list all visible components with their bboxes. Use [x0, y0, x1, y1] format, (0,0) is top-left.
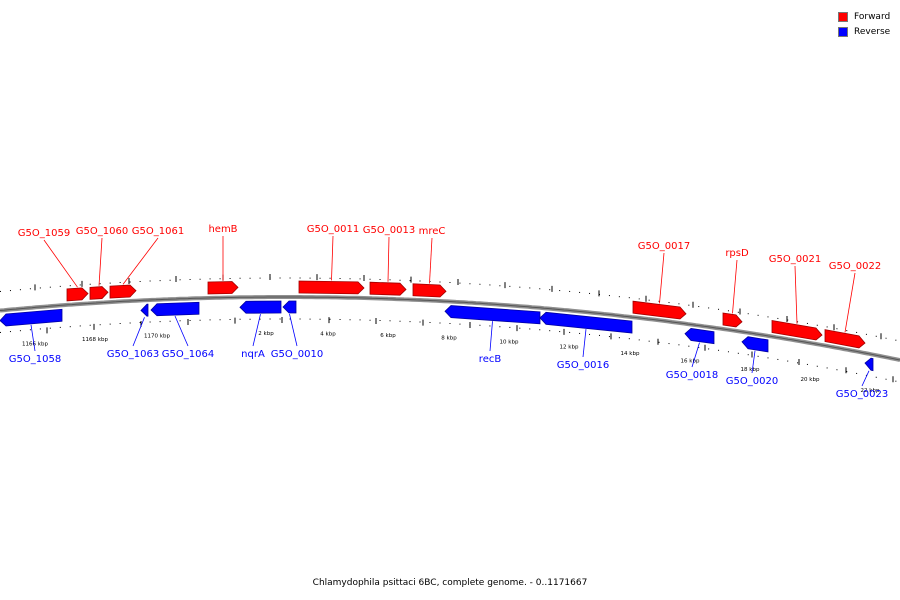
gene-label-g5o_1058: G5O_1058: [9, 354, 61, 365]
gene-arrow-g5o_1061: [109, 284, 137, 299]
scale-label: 8 kbp: [441, 336, 457, 342]
gene-connector: [98, 237, 103, 286]
gene-label-g5o_0023: G5O_0023: [836, 389, 888, 400]
scale-label: 2 kbp: [258, 331, 274, 337]
scale-label: 4 kbp: [320, 331, 336, 337]
lower-guide-line: [0, 318, 900, 383]
scale-label: 1170 kbp: [144, 334, 170, 340]
gene-connector: [122, 237, 159, 285]
gene-label-mrec: mreC: [419, 226, 446, 237]
legend-swatch-reverse: [838, 26, 848, 37]
scale-label: 10 kbp: [500, 339, 519, 345]
gene-arrow-g5o_0022: [824, 329, 866, 349]
legend-item-forward: Forward: [838, 9, 890, 24]
gene-arrow-mrec: [412, 283, 447, 298]
scale-label: 16 kbp: [681, 358, 700, 364]
gene-connector: [732, 259, 738, 314]
gene-label-g5o_0022: G5O_0022: [829, 261, 881, 272]
gene-arrow-g5o_1060: [89, 286, 109, 300]
gene-arrow-g5o_0017: [632, 300, 687, 320]
gene-arrow-hemb: [207, 281, 239, 295]
legend: Forward Reverse: [838, 9, 890, 39]
gene-connector: [289, 313, 298, 347]
gene-arrow-g5o_0013: [369, 281, 407, 296]
gene-label-g5o_1061: G5O_1061: [132, 226, 184, 237]
gene-label-g5o_0010: G5O_0010: [271, 349, 323, 360]
scale-label: 6 kbp: [380, 333, 396, 339]
gene-arrow-rpsd: [722, 312, 743, 328]
gene-label-g5o_1063: G5O_1063: [107, 349, 159, 360]
gene-label-g5o_1064: G5O_1064: [162, 349, 214, 360]
gene-arrow-g5o_0020: [741, 336, 769, 353]
gene-connector: [489, 321, 493, 352]
genome-backbone-core: [0, 296, 900, 361]
gene-arrow-g5o_0021: [771, 320, 823, 341]
gene-label-g5o_1060: G5O_1060: [76, 226, 128, 237]
gene-arrow-g5o_0011: [298, 280, 365, 295]
gene-connector: [174, 315, 189, 347]
gene-connector: [691, 342, 700, 368]
gene-arrow-g5o_0016: [539, 311, 633, 334]
gene-label-rpsd: rpsD: [725, 248, 749, 259]
scale-label: 1166 kbp: [22, 341, 48, 347]
scale-label: 14 kbp: [621, 351, 640, 357]
gene-arrow-g5o_1063: [140, 303, 149, 317]
legend-label-forward: Forward: [854, 11, 891, 22]
gene-connector: [844, 272, 856, 333]
gene-connector: [43, 239, 78, 288]
gene-connector: [751, 350, 756, 374]
scale-label: 12 kbp: [560, 344, 579, 350]
gene-label-g5o_1059: G5O_1059: [18, 228, 70, 239]
scale-label: 20 kbp: [801, 377, 820, 383]
gene-connector: [30, 324, 36, 352]
scale-label: 1168 kbp: [82, 337, 108, 343]
gene-label-g5o_0017: G5O_0017: [638, 241, 690, 252]
legend-label-reverse: Reverse: [854, 26, 891, 37]
gene-arrow-nqra: [239, 300, 282, 314]
upper-guide-line: [0, 277, 900, 342]
gene-connector: [387, 236, 390, 282]
gene-connector: [794, 265, 798, 324]
gene-connector: [132, 317, 145, 347]
gene-connector: [582, 329, 587, 358]
gene-label-hemb: hemB: [208, 224, 237, 235]
gene-connector: [331, 235, 334, 281]
scale-label: 22 kbp: [861, 388, 880, 394]
gene-label-g5o_0020: G5O_0020: [726, 376, 778, 387]
gene-label-g5o_0021: G5O_0021: [769, 254, 821, 265]
gene-connector: [861, 370, 870, 387]
gene-label-recb: recB: [479, 354, 502, 365]
gene-connector: [429, 237, 433, 284]
gene-connector: [252, 314, 261, 347]
genome-caption: Chlamydophila psittaci 6BC, complete gen…: [312, 578, 588, 588]
legend-item-reverse: Reverse: [838, 24, 890, 39]
gene-arrow-g5o_0010: [282, 300, 297, 314]
gene-label-g5o_0018: G5O_0018: [666, 370, 718, 381]
gene-label-g5o_0016: G5O_0016: [557, 360, 609, 371]
gene-arrow-g5o_1064: [150, 301, 200, 317]
legend-swatch-forward: [838, 11, 848, 22]
gene-arrow-g5o_1058: [0, 308, 63, 327]
gene-arrow-g5o_0023: [864, 357, 874, 372]
gene-arrow-g5o_0018: [684, 328, 715, 345]
gene-label-g5o_0013: G5O_0013: [363, 225, 415, 236]
scale-label: 18 kbp: [741, 367, 760, 373]
gene-arrow-g5o_1059: [66, 287, 89, 302]
gene-connector: [659, 252, 665, 304]
gene-label-g5o_0011: G5O_0011: [307, 224, 359, 235]
gene-label-nqra: nqrA: [241, 349, 265, 360]
